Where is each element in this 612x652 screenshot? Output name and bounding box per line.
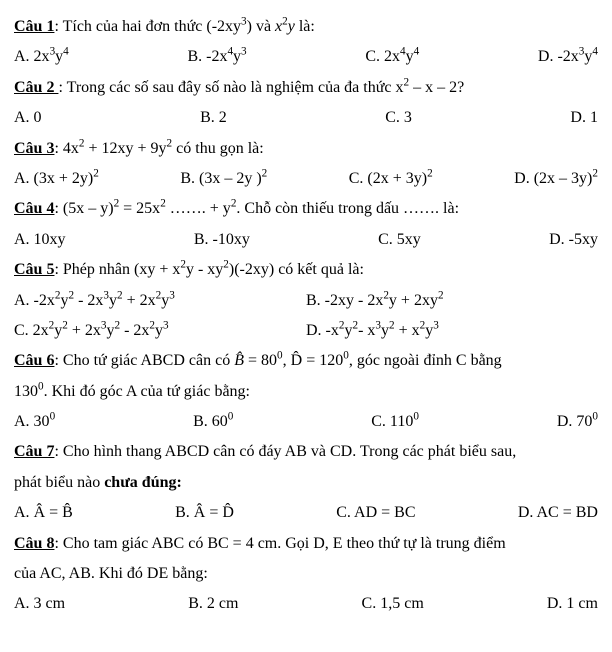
q3-opt-b: B. (3x – 2y )2 (180, 164, 267, 194)
q2-opt-a: A. 0 (14, 103, 42, 133)
q1-ital-y: y (288, 18, 295, 35)
q8-label: Câu 8 (14, 535, 54, 552)
q6-opt-d: D. 700 (557, 407, 598, 437)
q3-opt-c: C. (2x + 3y)2 (349, 164, 433, 194)
q6-opt-a: A. 300 (14, 407, 55, 437)
question-4-stem: Câu 4: (5x – y)2 = 25x2 ……. + y2. Chỗ cò… (14, 194, 598, 224)
q5-options: A. -2x2y2 - 2x3y2 + 2x2y3 B. -2xy - 2x2y… (14, 286, 598, 347)
q3-opt-d: D. (2x – 3y)2 (514, 164, 598, 194)
q8-options: A. 3 cm B. 2 cm C. 1,5 cm D. 1 cm (14, 589, 598, 619)
q7-label: Câu 7 (14, 443, 54, 460)
q2-opt-c: C. 3 (385, 103, 412, 133)
q5-opt-a: A. -2x2y2 - 2x3y2 + 2x2y3 (14, 286, 306, 316)
q2-stem-b: – x – 2? (409, 79, 464, 96)
q4-label: Câu 4 (14, 200, 54, 217)
q2-label: Câu 2 (14, 79, 58, 96)
q8-opt-c: C. 1,5 cm (362, 589, 424, 619)
q4-opt-c: C. 5xy (378, 225, 421, 255)
q3-opt-a: A. (3x + 2y)2 (14, 164, 99, 194)
q1-stem-b: ) và (247, 18, 275, 35)
q7-opt-b: B. Â = D̂ (175, 498, 234, 528)
q1-opt-b: B. -2x4y3 (187, 42, 246, 72)
q7-opt-d: D. AC = BD (518, 498, 598, 528)
q4-opt-a: A. 10xy (14, 225, 66, 255)
q7-opt-c: C. AD = BC (336, 498, 415, 528)
q2-options: A. 0 B. 2 C. 3 D. 1 (14, 103, 598, 133)
question-7-stem-line2: phát biểu nào chưa đúng: (14, 468, 598, 498)
q3-options: A. (3x + 2y)2 B. (3x – 2y )2 C. (2x + 3y… (14, 164, 598, 194)
question-1-stem: Câu 1: Tích của hai đơn thức (-2xy3) và … (14, 12, 598, 42)
q2-stem-a: : Trong các số sau đây số nào là nghiệm … (58, 79, 403, 96)
q5-opt-b: B. -2xy - 2x2y + 2xy2 (306, 286, 598, 316)
q1-stem-a: : Tích của hai đơn thức (-2xy (54, 18, 241, 35)
q4-options: A. 10xy B. -10xy C. 5xy D. -5xy (14, 225, 598, 255)
q4-opt-b: B. -10xy (194, 225, 250, 255)
q1-options: A. 2x3y4 B. -2x4y3 C. 2x4y4 D. -2x3y4 (14, 42, 598, 72)
q7-options: A. Â = B̂ B. Â = D̂ C. AD = BC D. AC = B… (14, 498, 598, 528)
q2-opt-d: D. 1 (570, 103, 598, 133)
q6-opt-b: B. 600 (193, 407, 233, 437)
q1-opt-d: D. -2x3y4 (538, 42, 598, 72)
q1-opt-a: A. 2x3y4 (14, 42, 69, 72)
q6-opt-c: C. 1100 (371, 407, 419, 437)
q1-opt-c: C. 2x4y4 (365, 42, 419, 72)
q8-opt-d: D. 1 cm (547, 589, 598, 619)
q5-opt-d: D. -x2y2- x3y2 + x2y3 (306, 316, 598, 346)
q8-opt-b: B. 2 cm (188, 589, 238, 619)
q2-opt-b: B. 2 (200, 103, 227, 133)
q6-options: A. 300 B. 600 C. 1100 D. 700 (14, 407, 598, 437)
question-5-stem: Câu 5: Phép nhân (xy + x2y - xy2)(-2xy) … (14, 255, 598, 285)
q6-label: Câu 6 (14, 352, 54, 369)
q1-stem-c: là: (295, 18, 315, 35)
question-7-stem-line1: Câu 7: Cho hình thang ABCD cân có đáy AB… (14, 437, 598, 467)
question-6-stem-line2: 1300. Khi đó góc A của tứ giác bằng: (14, 377, 598, 407)
q7-opt-a: A. Â = B̂ (14, 498, 73, 528)
q5-label: Câu 5 (14, 261, 54, 278)
q8-opt-a: A. 3 cm (14, 589, 65, 619)
question-3-stem: Câu 3: 4x2 + 12xy + 9y2 có thu gọn là: (14, 134, 598, 164)
q3-label: Câu 3 (14, 140, 54, 157)
q5-opt-c: C. 2x2y2 + 2x3y2 - 2x2y3 (14, 316, 306, 346)
q4-opt-d: D. -5xy (549, 225, 598, 255)
q7-bold: chưa đúng: (104, 474, 182, 491)
question-8-stem-line2: của AC, AB. Khi đó DE bằng: (14, 559, 598, 589)
question-6-stem-line1: Câu 6: Cho tứ giác ABCD cân có B̂ = 800,… (14, 346, 598, 376)
q1-label: Câu 1 (14, 18, 54, 35)
question-2-stem: Câu 2 : Trong các số sau đây số nào là n… (14, 73, 598, 103)
question-8-stem-line1: Câu 8: Cho tam giác ABC có BC = 4 cm. Gọ… (14, 529, 598, 559)
